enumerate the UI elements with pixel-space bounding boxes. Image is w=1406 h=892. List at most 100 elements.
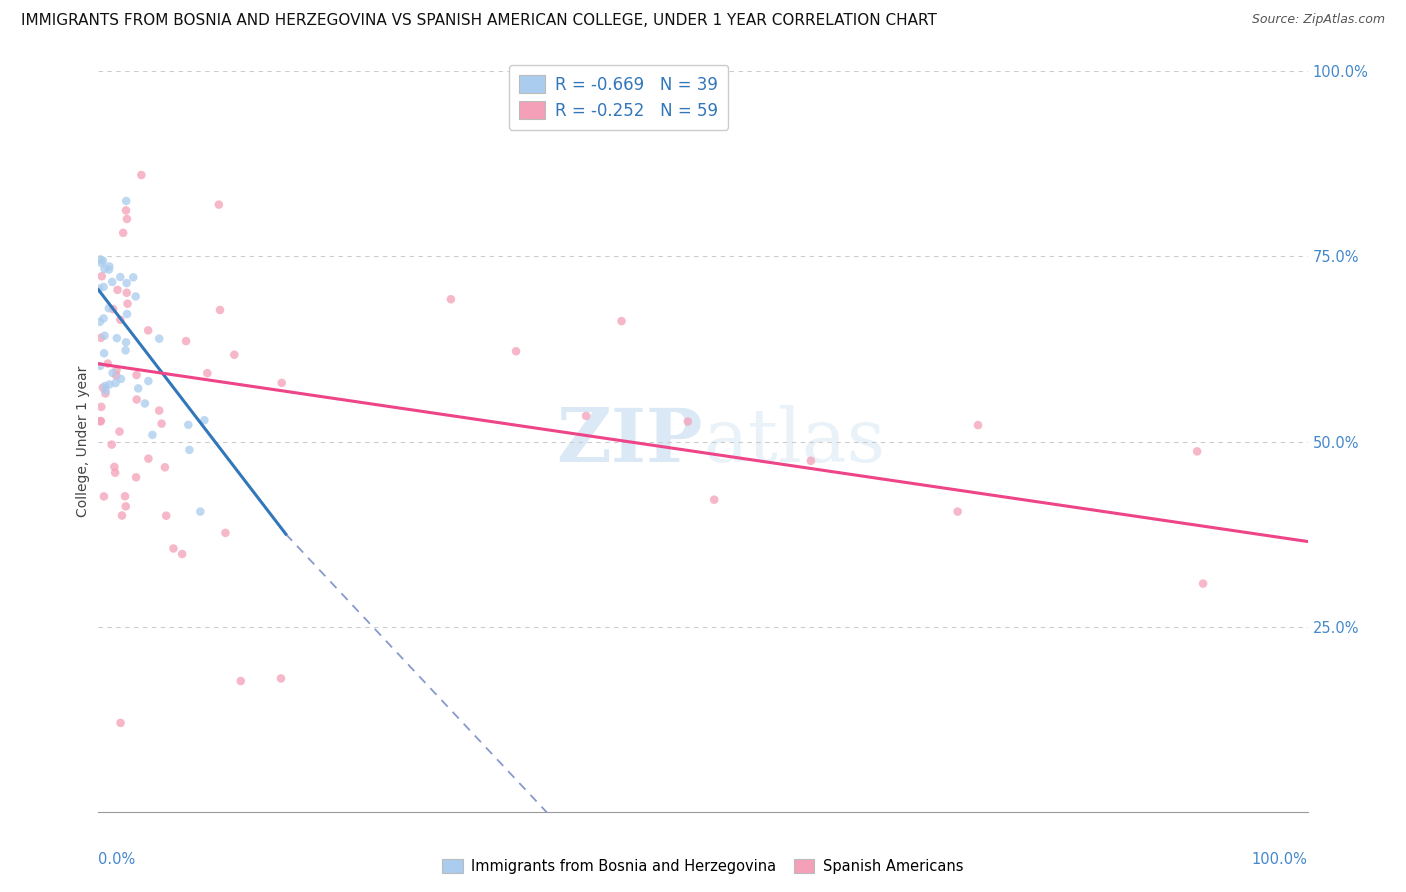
Point <box>125 470 148 484</box>
Point <box>209 303 232 318</box>
Point <box>90 269 112 284</box>
Point <box>90 414 112 428</box>
Point <box>162 541 184 556</box>
Point <box>90 256 112 270</box>
Legend: R = -0.669   N = 39, R = -0.252   N = 59: R = -0.669 N = 39, R = -0.252 N = 59 <box>509 65 728 129</box>
Point <box>125 392 148 407</box>
Point <box>94 379 117 393</box>
Point <box>110 313 132 327</box>
Point <box>93 280 115 294</box>
Point <box>177 417 200 432</box>
Point <box>138 374 160 388</box>
Point <box>138 451 160 466</box>
Text: atlas: atlas <box>703 405 886 478</box>
Point <box>148 403 170 417</box>
Point <box>114 489 136 503</box>
Legend: Immigrants from Bosnia and Herzegovina, Spanish Americans: Immigrants from Bosnia and Herzegovina, … <box>436 854 970 880</box>
Point <box>270 672 292 686</box>
Point <box>89 359 111 373</box>
Point <box>270 376 292 390</box>
Point <box>89 315 111 329</box>
Point <box>115 194 138 208</box>
Point <box>115 307 138 321</box>
Point <box>124 289 146 303</box>
Point <box>1192 576 1215 591</box>
Point <box>91 253 114 268</box>
Point <box>98 260 121 274</box>
Point <box>101 275 124 289</box>
Point <box>101 366 124 380</box>
Y-axis label: College, Under 1 year: College, Under 1 year <box>76 366 90 517</box>
Point <box>193 413 215 427</box>
Point <box>122 270 145 285</box>
Point <box>89 414 111 428</box>
Point <box>110 715 132 730</box>
Point <box>105 331 128 345</box>
Point <box>676 415 699 429</box>
Point <box>703 492 725 507</box>
Point <box>110 270 132 285</box>
Text: Source: ZipAtlas.com: Source: ZipAtlas.com <box>1251 13 1385 27</box>
Point <box>155 508 177 523</box>
Point <box>172 547 194 561</box>
Point <box>153 460 176 475</box>
Point <box>440 292 463 306</box>
Point <box>107 283 129 297</box>
Point <box>97 262 120 277</box>
Point <box>505 344 527 359</box>
Point <box>103 459 125 474</box>
Point <box>104 376 127 390</box>
Text: 100.0%: 100.0% <box>1251 853 1308 867</box>
Point <box>188 505 211 519</box>
Point <box>114 343 136 358</box>
Point <box>946 504 969 518</box>
Point <box>224 348 246 362</box>
Point <box>134 396 156 410</box>
Point <box>110 372 132 386</box>
Point <box>93 346 115 360</box>
Point <box>115 211 138 226</box>
Point <box>131 168 153 182</box>
Point <box>150 417 173 431</box>
Point <box>93 490 115 504</box>
Point <box>195 366 218 380</box>
Point <box>136 323 159 337</box>
Point <box>98 377 121 392</box>
Text: ZIP: ZIP <box>557 405 703 478</box>
Point <box>967 418 990 433</box>
Text: IMMIGRANTS FROM BOSNIA AND HERZEGOVINA VS SPANISH AMERICAN COLLEGE, UNDER 1 YEAR: IMMIGRANTS FROM BOSNIA AND HERZEGOVINA V… <box>21 13 936 29</box>
Point <box>108 425 131 439</box>
Point <box>141 428 163 442</box>
Point <box>117 296 139 310</box>
Point <box>148 332 170 346</box>
Point <box>105 368 128 383</box>
Point <box>100 437 122 451</box>
Point <box>93 311 115 326</box>
Point <box>93 261 115 276</box>
Text: 0.0%: 0.0% <box>98 853 135 867</box>
Point <box>174 334 197 348</box>
Point <box>90 400 112 414</box>
Point <box>87 281 110 295</box>
Point <box>115 285 138 300</box>
Point <box>93 328 115 343</box>
Point <box>208 197 231 211</box>
Point <box>111 508 134 523</box>
Point <box>94 384 117 398</box>
Point <box>104 466 127 480</box>
Point <box>214 525 236 540</box>
Point <box>610 314 633 328</box>
Point <box>90 331 112 345</box>
Point <box>1185 444 1208 458</box>
Point <box>114 500 136 514</box>
Point <box>101 302 124 317</box>
Point <box>127 381 149 395</box>
Point <box>112 226 135 240</box>
Point <box>125 368 148 382</box>
Point <box>97 357 120 371</box>
Point <box>800 454 823 468</box>
Point <box>229 673 252 688</box>
Point <box>575 409 598 423</box>
Point <box>105 363 128 377</box>
Point <box>115 276 138 290</box>
